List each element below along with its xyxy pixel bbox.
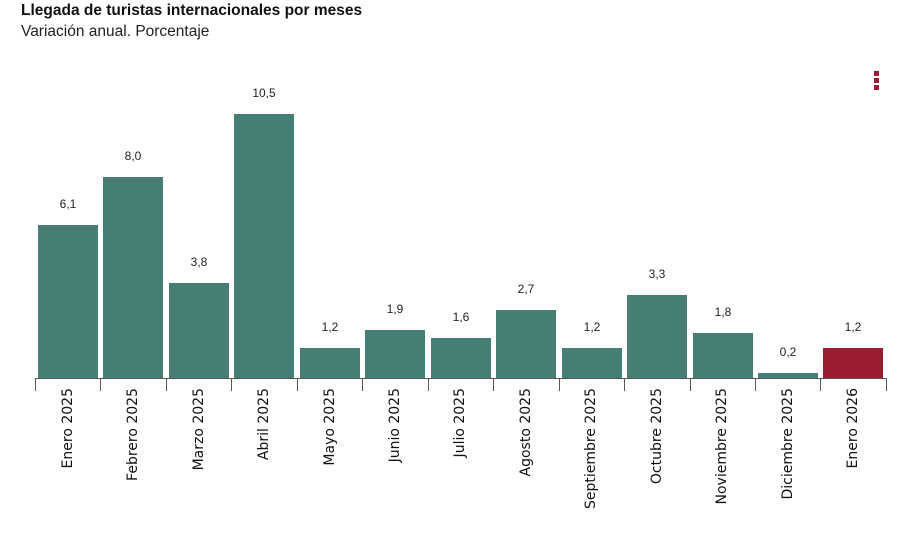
x-axis-tick [231, 378, 232, 391]
bar-value-label: 8,0 [124, 149, 142, 163]
menu-dot [874, 71, 879, 76]
bar-octubre-2025[interactable] [627, 295, 687, 378]
x-axis-tick [362, 378, 363, 391]
x-axis-tick [559, 378, 560, 391]
bar-junio-2025[interactable] [365, 330, 425, 378]
x-axis-tick [624, 378, 625, 391]
bar-value-label: 3,8 [190, 255, 208, 269]
x-axis-label: Marzo 2025 [190, 388, 207, 471]
bar-value-label: 1,2 [583, 320, 601, 334]
chart-subtitle: Variación anual. Porcentaje [21, 23, 210, 40]
kebab-menu-icon[interactable] [874, 71, 880, 91]
x-axis-label: Septiembre 2025 [583, 388, 600, 510]
x-axis-tick [755, 378, 756, 391]
bar-value-label: 2,7 [517, 282, 535, 296]
x-axis-label: Octubre 2025 [648, 388, 665, 485]
bar-mayo-2025[interactable] [300, 348, 360, 378]
bar-julio-2025[interactable] [431, 338, 491, 378]
x-axis-label: Agosto 2025 [517, 388, 534, 477]
x-axis-label: Diciembre 2025 [779, 388, 796, 500]
bar-value-label: 1,6 [452, 310, 470, 324]
x-axis-label: Enero 2025 [59, 388, 76, 469]
bar-value-label: 1,9 [386, 302, 404, 316]
bar-noviembre-2025[interactable] [693, 333, 753, 378]
x-axis-tick [166, 378, 167, 391]
bar-enero-2026[interactable] [823, 348, 883, 378]
bar-value-label: 3,3 [648, 267, 666, 281]
bar-value-label: 0,2 [779, 345, 797, 359]
x-axis-tick [493, 378, 494, 391]
x-axis-tick [100, 378, 101, 391]
bar-diciembre-2025[interactable] [758, 373, 818, 378]
chart-title: Llegada de turistas internacionales por … [21, 2, 363, 19]
bar-abril-2025[interactable] [234, 114, 294, 378]
x-axis-line [35, 378, 886, 379]
x-axis-label: Junio 2025 [386, 388, 403, 463]
bar-value-label: 1,2 [321, 320, 339, 334]
bar-febrero-2025[interactable] [103, 177, 163, 378]
x-axis-tick [428, 378, 429, 391]
x-axis-label: Noviembre 2025 [714, 388, 731, 505]
bar-value-label: 6,1 [59, 197, 77, 211]
x-axis-label: Mayo 2025 [321, 388, 338, 466]
x-axis-tick [820, 378, 821, 391]
x-axis-label: Enero 2026 [845, 388, 862, 469]
x-axis-label: Abril 2025 [256, 388, 273, 461]
bar-septiembre-2025[interactable] [562, 348, 622, 378]
bar-value-label: 10,5 [252, 86, 276, 100]
x-axis-label: Febrero 2025 [125, 388, 142, 481]
bar-agosto-2025[interactable] [496, 310, 556, 378]
bar-value-label: 1,2 [844, 320, 862, 334]
bar-marzo-2025[interactable] [169, 283, 229, 378]
x-axis-tick [886, 378, 887, 391]
menu-dot [874, 78, 879, 83]
x-axis-tick [35, 378, 36, 391]
menu-dot [874, 85, 879, 90]
bar-enero-2025[interactable] [38, 225, 98, 378]
x-axis-tick [690, 378, 691, 391]
x-axis-label: Julio 2025 [452, 388, 469, 458]
bar-value-label: 1,8 [714, 305, 732, 319]
x-axis-tick [297, 378, 298, 391]
